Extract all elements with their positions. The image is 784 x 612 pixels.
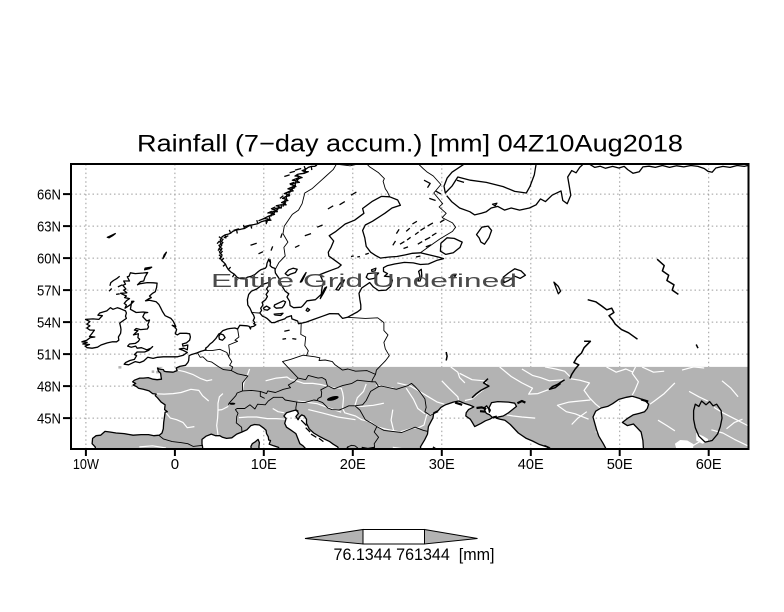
- svg-text:48N: 48N: [37, 378, 61, 395]
- svg-text:Entire Grid Undefined: Entire Grid Undefined: [211, 271, 517, 291]
- svg-text:20E: 20E: [340, 456, 366, 473]
- svg-text:45N: 45N: [37, 410, 61, 427]
- svg-text:50E: 50E: [607, 456, 633, 473]
- svg-text:10W: 10W: [73, 456, 100, 473]
- svg-text:60N: 60N: [37, 250, 61, 267]
- svg-text:40E: 40E: [518, 456, 544, 473]
- svg-text:54N: 54N: [37, 314, 61, 331]
- svg-text:60E: 60E: [696, 456, 722, 473]
- svg-text:57N: 57N: [37, 282, 61, 299]
- svg-text:30E: 30E: [429, 456, 455, 473]
- svg-text:51N: 51N: [37, 346, 61, 363]
- svg-text:10E: 10E: [251, 456, 277, 473]
- svg-text:63N: 63N: [37, 218, 61, 235]
- svg-text:76.1344 761344 [mm]: 76.1344 761344 [mm]: [334, 545, 495, 564]
- svg-text:0: 0: [171, 456, 179, 473]
- svg-text:Rainfall (7−day accum.) [mm] 0: Rainfall (7−day accum.) [mm] 04Z10Aug201…: [137, 131, 683, 158]
- svg-text:66N: 66N: [37, 186, 61, 203]
